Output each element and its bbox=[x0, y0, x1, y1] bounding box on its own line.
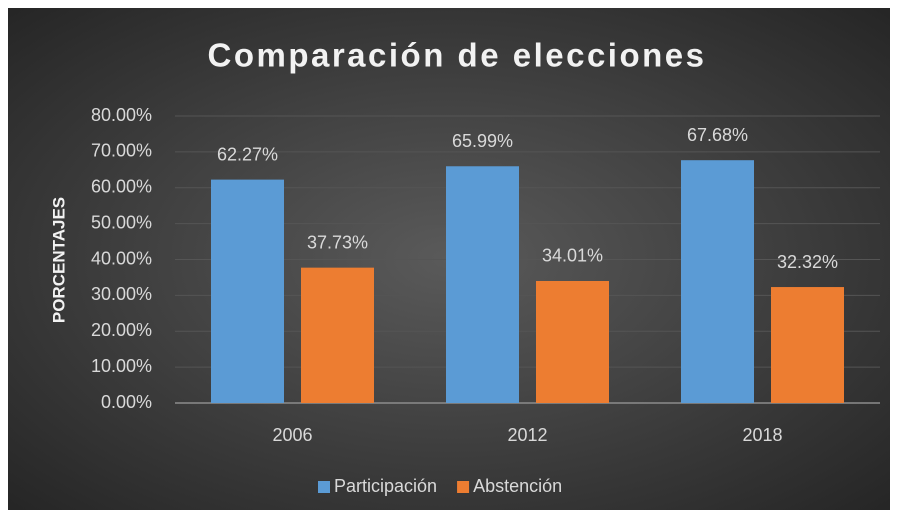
data-label: 34.01% bbox=[542, 246, 603, 266]
y-tick-label: 0.00% bbox=[101, 392, 152, 412]
legend-label: Participación bbox=[334, 476, 437, 496]
y-tick-label: 30.00% bbox=[91, 284, 152, 304]
y-tick-label: 10.00% bbox=[91, 356, 152, 376]
y-axis-title: PORCENTAJES bbox=[49, 197, 68, 323]
x-tick-label: 2006 bbox=[272, 425, 312, 445]
bar bbox=[211, 179, 284, 403]
bar bbox=[446, 166, 519, 403]
legend-swatch bbox=[318, 481, 330, 493]
y-tick-label: 70.00% bbox=[91, 141, 152, 161]
y-tick-label: 80.00% bbox=[91, 105, 152, 125]
y-tick-label: 40.00% bbox=[91, 248, 152, 268]
legend-swatch bbox=[457, 481, 470, 493]
y-tick-label: 50.00% bbox=[91, 212, 152, 232]
bar bbox=[301, 267, 374, 403]
x-tick-label: 2012 bbox=[507, 425, 547, 445]
data-label: 65.99% bbox=[452, 131, 513, 151]
bar bbox=[536, 280, 609, 403]
y-tick-label: 20.00% bbox=[91, 320, 152, 340]
data-label: 32.32% bbox=[777, 252, 838, 272]
x-tick-label: 2018 bbox=[742, 425, 782, 445]
data-label: 37.73% bbox=[307, 232, 368, 252]
data-label: 67.68% bbox=[687, 125, 748, 145]
chart-title: Comparación de elecciones bbox=[208, 37, 707, 74]
bar bbox=[681, 160, 754, 403]
y-tick-label: 60.00% bbox=[91, 177, 152, 197]
bar bbox=[771, 287, 844, 403]
data-label: 62.27% bbox=[217, 144, 278, 164]
legend-label: Abstención bbox=[473, 476, 562, 496]
